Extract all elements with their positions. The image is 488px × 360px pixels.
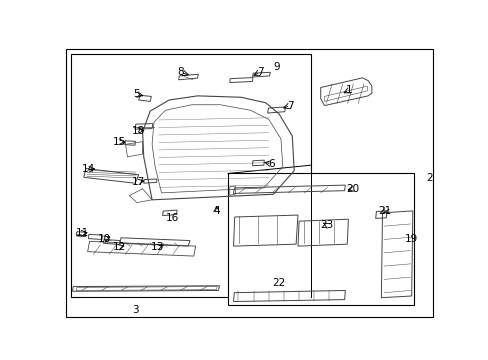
- Bar: [70, 54, 311, 297]
- Text: 17: 17: [132, 177, 145, 187]
- Text: 8: 8: [177, 67, 183, 77]
- Text: 21: 21: [378, 206, 391, 216]
- Text: 13: 13: [151, 242, 164, 252]
- Bar: [227, 174, 413, 305]
- Text: 6: 6: [267, 159, 274, 169]
- Text: 16: 16: [166, 213, 179, 223]
- Text: 20: 20: [346, 184, 359, 194]
- Text: 4: 4: [213, 206, 220, 216]
- Text: 1: 1: [345, 85, 352, 95]
- Text: 14: 14: [81, 164, 95, 174]
- Text: 18: 18: [132, 126, 145, 135]
- Text: 2: 2: [426, 173, 432, 183]
- Text: 19: 19: [404, 234, 417, 244]
- Text: 10: 10: [98, 234, 111, 244]
- Text: 5: 5: [133, 90, 140, 99]
- Text: 7: 7: [256, 67, 263, 77]
- Text: 3: 3: [131, 305, 138, 315]
- Text: 22: 22: [272, 278, 285, 288]
- Text: 12: 12: [113, 242, 126, 252]
- Text: 7: 7: [286, 100, 293, 111]
- Text: 9: 9: [273, 62, 280, 72]
- Text: 23: 23: [319, 220, 332, 230]
- Text: 15: 15: [113, 136, 126, 147]
- Text: 11: 11: [75, 228, 88, 238]
